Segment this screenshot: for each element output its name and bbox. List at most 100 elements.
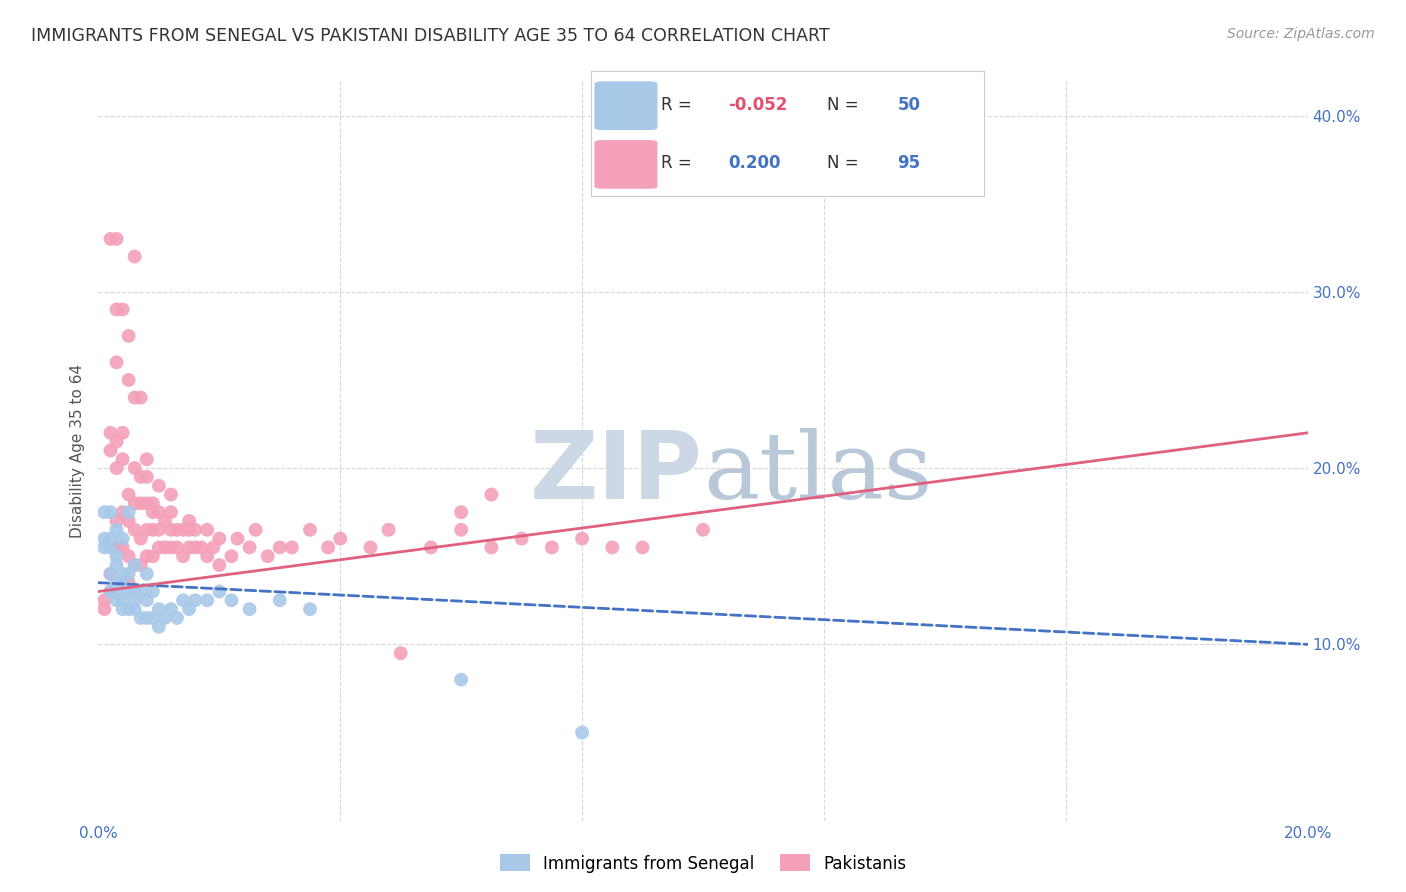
Point	[124, 602, 146, 616]
Point	[221, 549, 243, 564]
Point	[481, 487, 503, 501]
Point	[111, 575, 134, 590]
Point	[179, 602, 201, 616]
Point	[105, 461, 128, 475]
Point	[142, 584, 165, 599]
Point	[118, 514, 141, 528]
Point	[166, 611, 188, 625]
Point	[153, 514, 176, 528]
Point	[148, 541, 170, 555]
Point	[129, 611, 152, 625]
Point	[148, 620, 170, 634]
Text: N =: N =	[827, 96, 863, 114]
Point	[124, 558, 146, 572]
Point	[100, 584, 122, 599]
Point	[148, 479, 170, 493]
Point	[208, 532, 231, 546]
Text: ZIP: ZIP	[530, 426, 703, 518]
Point	[221, 593, 243, 607]
Text: 50: 50	[897, 96, 921, 114]
Text: R =: R =	[661, 153, 703, 171]
Point	[135, 593, 157, 607]
Point	[105, 549, 128, 564]
Point	[105, 302, 128, 317]
Point	[142, 496, 165, 510]
Point	[105, 575, 128, 590]
Point	[179, 514, 201, 528]
Point	[100, 505, 122, 519]
Point	[160, 487, 183, 501]
Point	[450, 505, 472, 519]
Point	[389, 646, 412, 660]
Point	[124, 523, 146, 537]
Point	[100, 232, 122, 246]
Point	[105, 593, 128, 607]
Point	[105, 541, 128, 555]
Point	[111, 575, 134, 590]
Point	[269, 593, 291, 607]
Point	[692, 523, 714, 537]
Point	[105, 523, 128, 537]
Point	[281, 541, 304, 555]
Point	[239, 541, 262, 555]
Point	[105, 355, 128, 369]
Point	[105, 558, 128, 572]
Point	[166, 523, 188, 537]
Point	[316, 541, 339, 555]
Point	[571, 532, 593, 546]
Point	[208, 558, 231, 572]
Point	[135, 523, 157, 537]
Point	[105, 514, 128, 528]
Point	[118, 505, 141, 519]
Point	[93, 505, 115, 519]
Point	[100, 541, 122, 555]
Point	[93, 602, 115, 616]
Text: Source: ZipAtlas.com: Source: ZipAtlas.com	[1227, 27, 1375, 41]
Point	[377, 523, 399, 537]
Point	[148, 602, 170, 616]
FancyBboxPatch shape	[595, 140, 658, 189]
Point	[420, 541, 443, 555]
Point	[129, 532, 152, 546]
Point	[105, 584, 128, 599]
Point	[135, 452, 157, 467]
Point	[118, 549, 141, 564]
Point	[100, 566, 122, 581]
Y-axis label: Disability Age 35 to 64: Disability Age 35 to 64	[69, 363, 84, 538]
Point	[208, 584, 231, 599]
Point	[148, 523, 170, 537]
Point	[111, 425, 134, 440]
Point	[100, 425, 122, 440]
Point	[124, 558, 146, 572]
Point	[135, 566, 157, 581]
Point	[105, 232, 128, 246]
Point	[111, 302, 134, 317]
Point	[129, 584, 152, 599]
Point	[118, 584, 141, 599]
Point	[299, 602, 322, 616]
Point	[118, 329, 141, 343]
Point	[93, 532, 115, 546]
Point	[184, 541, 207, 555]
Point	[450, 523, 472, 537]
Text: IMMIGRANTS FROM SENEGAL VS PAKISTANI DISABILITY AGE 35 TO 64 CORRELATION CHART: IMMIGRANTS FROM SENEGAL VS PAKISTANI DIS…	[31, 27, 830, 45]
Point	[142, 505, 165, 519]
Point	[100, 443, 122, 458]
Point	[160, 602, 183, 616]
Point	[602, 541, 624, 555]
Point	[124, 461, 146, 475]
Point	[118, 487, 141, 501]
Point	[129, 391, 152, 405]
Point	[450, 673, 472, 687]
Point	[179, 523, 201, 537]
Point	[510, 532, 533, 546]
Point	[195, 549, 218, 564]
Point	[142, 523, 165, 537]
Text: 0.200: 0.200	[728, 153, 780, 171]
Point	[172, 549, 194, 564]
Point	[111, 566, 134, 581]
Point	[129, 558, 152, 572]
Point	[153, 541, 176, 555]
Point	[111, 532, 134, 546]
FancyBboxPatch shape	[595, 81, 658, 130]
